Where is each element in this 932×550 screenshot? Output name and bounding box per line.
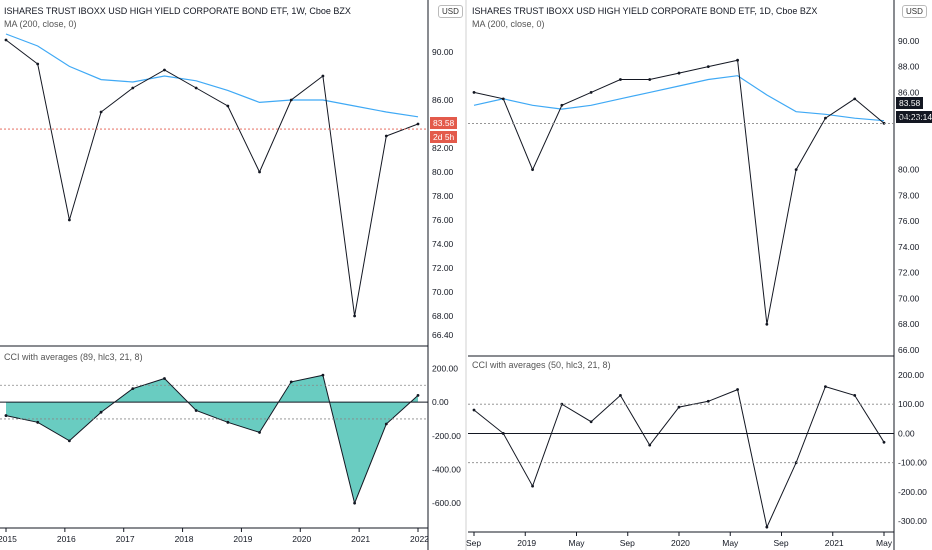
- right-chart-title: ISHARES TRUST IBOXX USD HIGH YIELD CORPO…: [472, 6, 818, 16]
- right-price-badge: 83.58: [896, 97, 924, 109]
- right-chart-pane[interactable]: ISHARES TRUST IBOXX USD HIGH YIELD CORPO…: [466, 0, 932, 550]
- right-cci-label: CCI with averages (50, hlc3, 21, 8): [472, 360, 611, 370]
- left-time-badge: 2d 5h: [430, 131, 458, 143]
- right-ma-label: MA (200, close, 0): [472, 19, 545, 29]
- left-currency-badge[interactable]: USD: [438, 5, 463, 18]
- right-time-badge: 04:23:14: [896, 111, 932, 123]
- left-chart-title: ISHARES TRUST IBOXX USD HIGH YIELD CORPO…: [4, 6, 351, 16]
- left-chart-pane[interactable]: ISHARES TRUST IBOXX USD HIGH YIELD CORPO…: [0, 0, 466, 550]
- left-price-badge: 83.58: [430, 117, 458, 129]
- left-cci-label: CCI with averages (89, hlc3, 21, 8): [4, 352, 143, 362]
- right-currency-badge[interactable]: USD: [902, 5, 927, 18]
- left-ma-label: MA (200, close, 0): [4, 19, 77, 29]
